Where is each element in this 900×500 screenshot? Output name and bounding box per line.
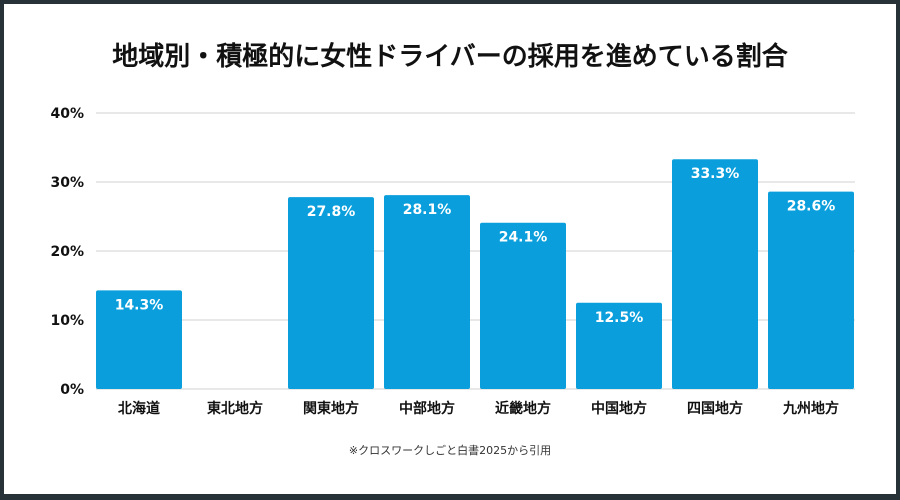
y-tick-label: 20%: [50, 244, 84, 260]
x-tick-label: 東北地方: [207, 400, 263, 417]
data-label: 28.1%: [403, 202, 452, 218]
x-tick-label: 近畿地方: [495, 400, 551, 417]
bar: [576, 302, 662, 389]
bar: [672, 159, 758, 389]
y-tick-label: 10%: [50, 313, 84, 329]
bar: [96, 290, 182, 389]
bar: [288, 197, 374, 389]
y-tick-label: 30%: [50, 175, 84, 191]
data-label: 33.3%: [691, 166, 740, 182]
x-tick-label: 北海道: [118, 400, 160, 417]
bar: [480, 222, 566, 389]
y-tick-label: 0%: [60, 382, 84, 398]
x-tick-label: 中国地方: [591, 400, 647, 417]
source-note: ※クロスワークしごと白書2025から引用: [348, 444, 552, 457]
x-tick-label: 九州地方: [782, 400, 839, 417]
chart-title: 地域別・積極的に女性ドライバーの採用を進めている割合: [112, 42, 788, 72]
data-label: 12.5%: [595, 310, 644, 326]
y-tick-label: 40%: [50, 106, 84, 122]
x-tick-label: 中部地方: [399, 400, 455, 417]
data-label: 14.3%: [115, 297, 164, 313]
bar: [384, 195, 470, 389]
bar: [768, 191, 854, 389]
x-tick-label: 関東地方: [303, 400, 359, 417]
data-label: 27.8%: [307, 204, 356, 220]
data-label: 24.1%: [499, 230, 548, 246]
x-tick-label: 四国地方: [687, 400, 743, 417]
data-label: 28.6%: [787, 199, 836, 215]
